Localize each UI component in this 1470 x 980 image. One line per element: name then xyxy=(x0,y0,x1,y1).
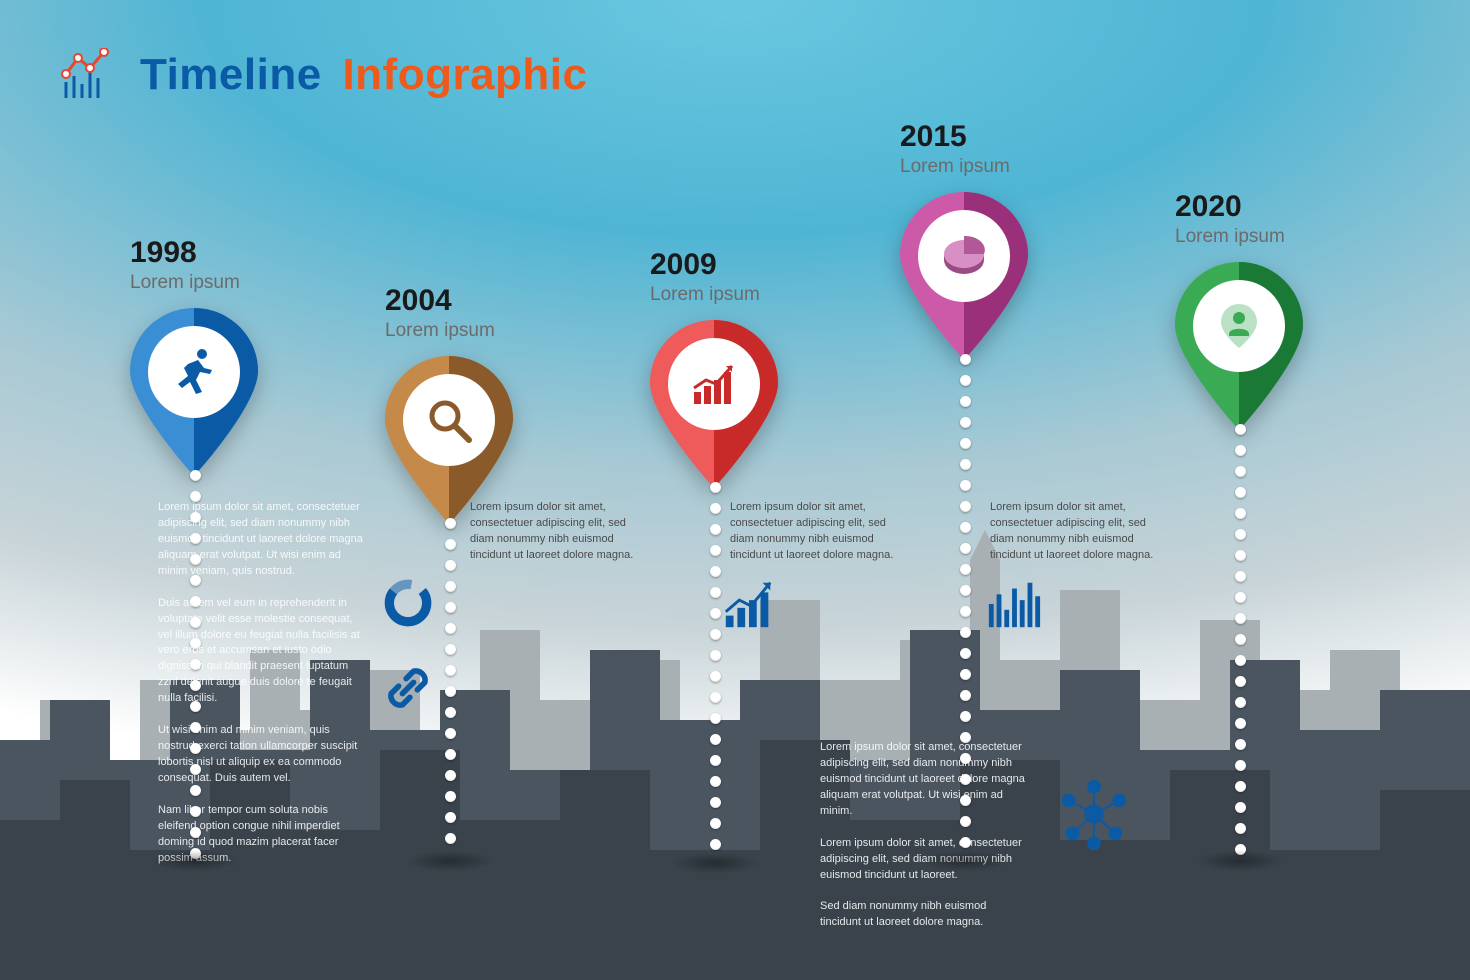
body-text: Lorem ipsum dolor sit amet, consectetuer… xyxy=(158,500,368,867)
body-text: Lorem ipsum dolor sit amet, consectetuer… xyxy=(730,500,900,564)
milestone-2009: 2009 Lorem ipsum xyxy=(650,248,880,488)
milestone-year: 2009 xyxy=(650,248,880,282)
running-person-icon xyxy=(148,326,240,418)
map-pin-icon xyxy=(1175,262,1303,430)
pin-base-shadow xyxy=(920,850,1010,872)
milestone-year: 2015 xyxy=(900,120,1130,154)
pin-base-shadow xyxy=(150,850,240,872)
map-pin-icon xyxy=(650,320,778,488)
milestone-subtitle: Lorem ipsum xyxy=(900,156,1130,178)
pie-3d-icon xyxy=(918,210,1010,302)
chart-logo-icon xyxy=(60,48,122,102)
network-icon xyxy=(1055,775,1133,853)
person-pin-icon xyxy=(1193,280,1285,372)
pin-base-shadow xyxy=(405,850,495,872)
milestone-1998: 1998 Lorem ipsum xyxy=(130,236,360,476)
connector-dots xyxy=(443,518,457,844)
milestone-year: 2004 xyxy=(385,284,615,318)
body-text: Lorem ipsum dolor sit amet, consectetuer… xyxy=(470,500,640,564)
connector-dots xyxy=(708,482,722,850)
donut-chart-icon xyxy=(380,575,436,631)
map-pin-icon xyxy=(130,308,258,476)
connector-dots xyxy=(1233,424,1247,855)
body-text: Lorem ipsum dolor sit amet, consectetuer… xyxy=(990,500,1160,564)
milestone-year: 1998 xyxy=(130,236,360,270)
body-text: Lorem ipsum dolor sit amet, consectetuer… xyxy=(820,740,1030,931)
header: Timeline Infographic xyxy=(60,48,588,102)
milestone-2004: 2004 Lorem ipsum xyxy=(385,284,615,524)
milestone-2015: 2015 Lorem ipsum xyxy=(900,120,1130,360)
title-word-1: Timeline xyxy=(140,50,322,99)
map-pin-icon xyxy=(900,192,1028,360)
milestone-subtitle: Lorem ipsum xyxy=(385,320,615,342)
page-title: Timeline Infographic xyxy=(140,50,588,100)
milestone-2020: 2020 Lorem ipsum xyxy=(1175,190,1405,430)
pin-base-shadow xyxy=(670,852,760,874)
title-word-2: Infographic xyxy=(342,50,587,99)
trend-up-icon xyxy=(720,575,778,633)
milestone-subtitle: Lorem ipsum xyxy=(650,284,880,306)
pin-base-shadow xyxy=(1195,850,1285,872)
bar-arrow-icon xyxy=(668,338,760,430)
milestone-subtitle: Lorem ipsum xyxy=(1175,226,1405,248)
map-pin-icon xyxy=(385,356,513,524)
column-chart-icon xyxy=(985,575,1043,633)
link-icon xyxy=(380,660,436,716)
magnifier-icon xyxy=(403,374,495,466)
milestone-subtitle: Lorem ipsum xyxy=(130,272,360,294)
milestone-year: 2020 xyxy=(1175,190,1405,224)
